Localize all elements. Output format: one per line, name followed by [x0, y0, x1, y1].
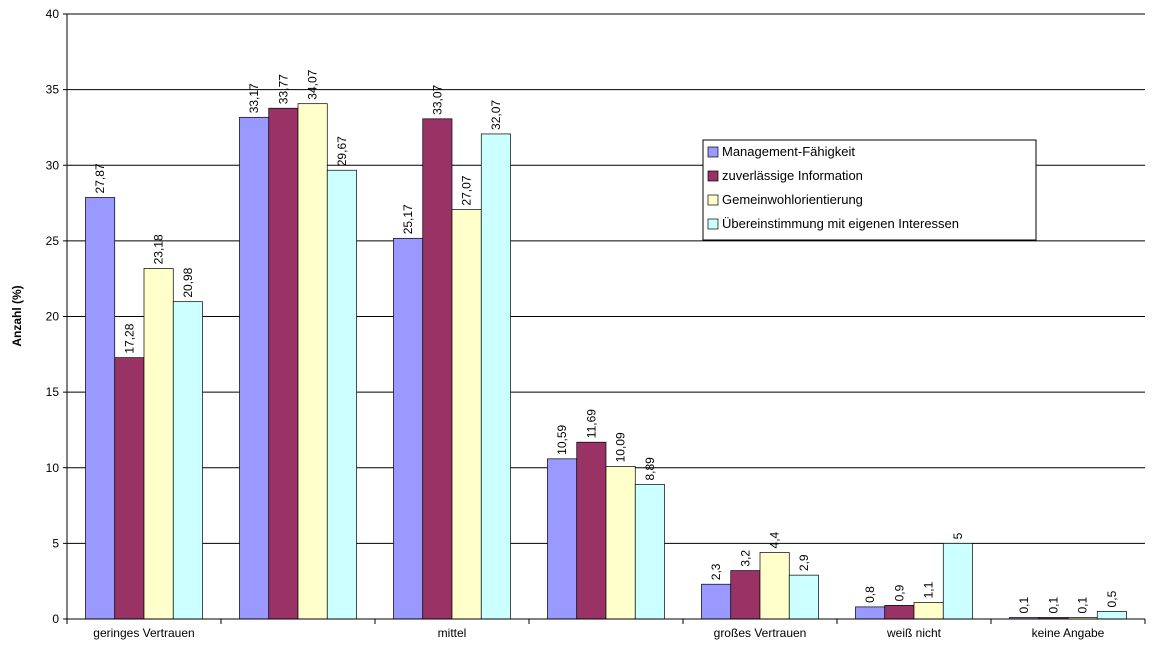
data-label: 10,09	[614, 432, 628, 462]
data-label: 33,17	[247, 83, 261, 113]
data-label: 4,4	[768, 531, 782, 548]
data-label: 2,9	[797, 554, 811, 571]
bar	[172, 301, 203, 620]
bar	[480, 133, 511, 620]
x-tick-label: weiß nicht	[886, 626, 942, 640]
data-label: 27,87	[93, 163, 107, 193]
bar	[85, 197, 116, 620]
legend-label: Management-Fähigkeit	[722, 144, 855, 159]
bar	[605, 466, 636, 620]
bar	[942, 543, 973, 620]
data-label: 33,77	[276, 74, 290, 104]
legend-swatch	[707, 146, 719, 158]
data-label: 34,07	[306, 69, 320, 99]
data-label: 0,1	[1046, 596, 1060, 613]
x-tick-label: großes Vertrauen	[714, 626, 807, 640]
legend-box	[702, 139, 1037, 241]
data-label: 3,2	[738, 550, 752, 567]
bar	[297, 103, 328, 620]
y-tick-label: 35	[46, 83, 60, 97]
bar	[759, 552, 790, 620]
data-label: 17,28	[122, 323, 136, 353]
legend-label: Übereinstimmung mit eigenen Interessen	[722, 216, 959, 231]
data-label: 20,98	[181, 267, 195, 297]
data-label: 23,18	[152, 234, 166, 264]
y-axis-label: Anzahl (%)	[10, 285, 24, 346]
x-tick-label: keine Angabe	[1032, 626, 1105, 640]
bar	[576, 441, 607, 620]
data-label: 27,07	[460, 175, 474, 205]
bar	[239, 116, 270, 620]
bar	[884, 605, 915, 620]
bar	[855, 606, 886, 620]
legend-swatch	[707, 218, 719, 230]
bar	[422, 118, 453, 620]
y-tick-label: 10	[46, 461, 60, 475]
y-tick-label: 20	[46, 310, 60, 324]
bar	[451, 209, 482, 620]
legend-label: zuverlässige Information	[722, 168, 863, 183]
bar	[1096, 611, 1127, 620]
data-label: 2,3	[709, 563, 723, 580]
y-tick-label: 5	[52, 536, 59, 550]
data-label: 0,5	[1105, 590, 1119, 607]
bar	[268, 107, 299, 620]
bar	[730, 570, 761, 620]
y-tick-label: 0	[52, 612, 59, 626]
legend-label: Gemeinwohlorientierung	[722, 192, 863, 207]
bar	[788, 574, 819, 620]
data-label: 0,8	[863, 586, 877, 603]
data-label: 1,1	[922, 581, 936, 598]
bar	[393, 237, 424, 620]
data-label: 0,1	[1017, 596, 1031, 613]
data-label: 33,07	[430, 84, 444, 114]
data-label: 0,9	[892, 584, 906, 601]
bar	[547, 458, 578, 620]
x-tick-label: mittel	[438, 626, 467, 640]
legend-swatch	[707, 170, 719, 182]
data-label: 11,69	[584, 409, 598, 438]
x-tick-label: geringes Vertrauen	[93, 626, 194, 640]
data-label: 0,1	[1076, 596, 1090, 613]
data-label: 5	[951, 532, 965, 539]
data-label: 10,59	[555, 424, 569, 454]
y-tick-label: 40	[46, 7, 60, 21]
y-tick-label: 30	[46, 158, 60, 172]
data-label: 8,89	[643, 457, 657, 481]
y-tick-label: 25	[46, 234, 60, 248]
data-label: 32,07	[489, 100, 503, 130]
bar	[701, 583, 732, 620]
bar	[326, 169, 357, 620]
legend-swatch	[707, 194, 719, 206]
bar	[634, 484, 665, 620]
y-tick-label: 15	[46, 385, 60, 399]
data-label: 29,67	[335, 136, 349, 166]
bar	[913, 602, 944, 620]
data-label: 25,17	[401, 204, 415, 234]
bar	[143, 268, 174, 620]
bar	[114, 357, 145, 620]
